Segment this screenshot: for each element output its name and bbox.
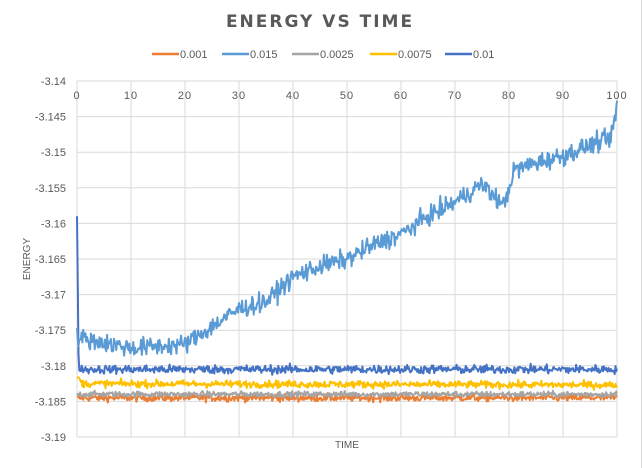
tick-labels: 0 10 20 30 40 50 60 70 80 90 100 -3.14 -3.145 -3.15 -3… (35, 76, 627, 444)
legend-label-0.0025: 0.0025 (320, 49, 354, 61)
legend: 0.001 0.015 0.0025 0.0075 0.01 (152, 49, 494, 61)
legend-label-0.0075: 0.0075 (398, 49, 432, 61)
x-tick-label: 70 (448, 90, 462, 102)
y-tick-label: -3.16 (41, 218, 66, 230)
x-tick-label: 30 (232, 90, 246, 102)
x-tick-label: 0 (73, 90, 80, 102)
x-axis-label: TIME (335, 440, 359, 451)
chart-title: ENERGY VS TIME (226, 12, 414, 32)
x-tick-label: 50 (340, 90, 354, 102)
x-tick-label: 100 (606, 90, 627, 102)
series-line-0.01 (76, 216, 618, 376)
series-line-0.0025 (76, 389, 618, 399)
y-tick-label: -3.19 (41, 432, 66, 444)
legend-label-0.001: 0.001 (180, 49, 208, 61)
legend-label-0.015: 0.015 (250, 49, 278, 61)
x-tick-label: 60 (394, 90, 408, 102)
x-tick-label: 40 (286, 90, 300, 102)
series-line-0.001 (76, 392, 618, 404)
y-tick-label: -3.165 (35, 254, 66, 266)
y-tick-label: -3.145 (35, 112, 66, 124)
y-tick-label: -3.155 (35, 183, 66, 195)
series-line-0.0075 (76, 376, 618, 391)
y-tick-label: -3.15 (41, 147, 66, 159)
y-tick-label: -3.175 (35, 325, 66, 337)
x-tick-label: 90 (556, 90, 570, 102)
y-tick-label: -3.17 (41, 290, 66, 302)
x-tick-label: 20 (178, 90, 192, 102)
y-tick-label: -3.185 (35, 396, 66, 408)
series-line-0.015 (76, 100, 618, 357)
series-group (76, 100, 618, 404)
x-tick-label: 10 (124, 90, 138, 102)
x-tick-label: 80 (502, 90, 516, 102)
legend-label-0.01: 0.01 (473, 49, 494, 61)
y-tick-label: -3.18 (41, 361, 66, 373)
y-axis-label: ENERGY (22, 238, 33, 281)
y-tick-label: -3.14 (41, 76, 66, 88)
